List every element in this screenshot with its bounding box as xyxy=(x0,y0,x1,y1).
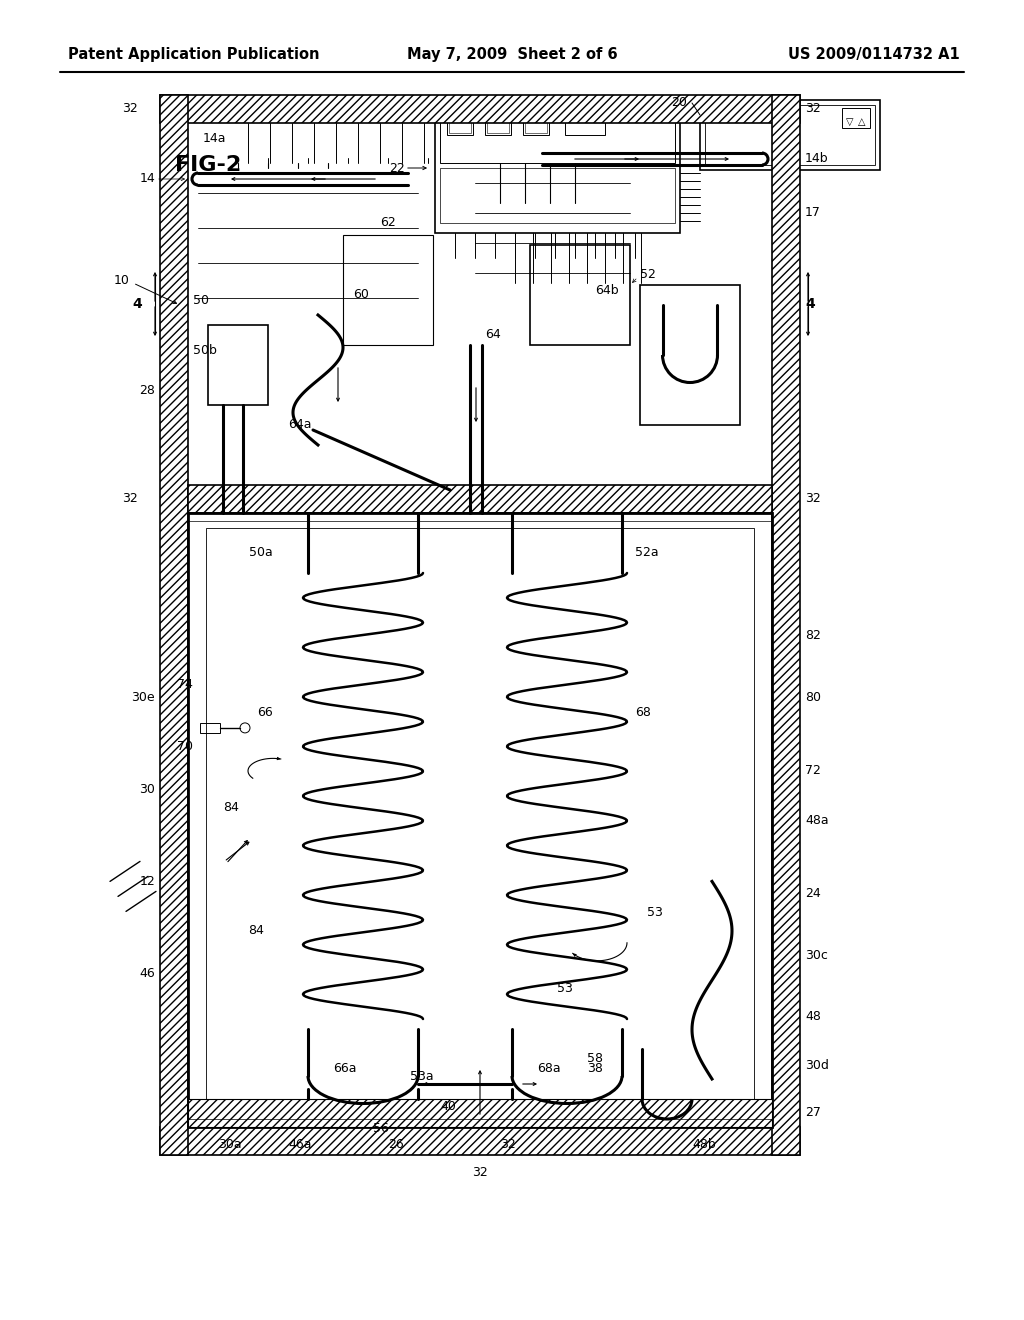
Text: 30d: 30d xyxy=(805,1059,828,1072)
Bar xyxy=(208,325,268,405)
Text: 14: 14 xyxy=(139,173,155,186)
Bar xyxy=(440,168,675,223)
Text: 72: 72 xyxy=(805,764,821,777)
Text: 66a: 66a xyxy=(333,1063,356,1076)
Text: 64: 64 xyxy=(485,329,501,342)
Bar xyxy=(705,106,874,165)
Text: 28: 28 xyxy=(139,384,155,396)
Bar xyxy=(206,528,754,1111)
Text: 70: 70 xyxy=(177,739,193,752)
Text: 53a: 53a xyxy=(410,1071,433,1084)
Text: 32: 32 xyxy=(500,1138,516,1151)
Text: 14a: 14a xyxy=(203,132,226,144)
Text: 66: 66 xyxy=(257,706,273,719)
Text: 30a: 30a xyxy=(218,1138,242,1151)
Text: 10: 10 xyxy=(114,273,130,286)
Bar xyxy=(523,115,549,135)
Text: 20: 20 xyxy=(671,96,687,110)
Text: 22: 22 xyxy=(389,161,406,174)
Text: 50b: 50b xyxy=(193,343,217,356)
Text: 38: 38 xyxy=(587,1063,603,1076)
Text: 74: 74 xyxy=(177,678,193,692)
Text: Patent Application Publication: Patent Application Publication xyxy=(68,48,319,62)
Text: 53: 53 xyxy=(647,906,663,919)
Text: 12: 12 xyxy=(139,875,155,888)
Bar xyxy=(188,484,772,513)
Bar xyxy=(160,95,188,1155)
Text: 30c: 30c xyxy=(805,949,827,961)
Text: May 7, 2009  Sheet 2 of 6: May 7, 2009 Sheet 2 of 6 xyxy=(407,48,617,62)
Bar xyxy=(449,117,471,133)
Bar xyxy=(525,117,547,133)
Text: 4: 4 xyxy=(132,297,142,312)
Text: 52a: 52a xyxy=(635,546,658,560)
Bar xyxy=(700,100,880,170)
Text: 32: 32 xyxy=(805,103,821,116)
Text: 56: 56 xyxy=(373,1122,389,1135)
Text: 27: 27 xyxy=(805,1106,821,1118)
Text: 64b: 64b xyxy=(595,284,618,297)
Text: 46: 46 xyxy=(139,968,155,979)
Text: 48: 48 xyxy=(805,1010,821,1023)
Bar xyxy=(435,103,680,234)
Text: 14b: 14b xyxy=(805,153,828,165)
Text: 84: 84 xyxy=(223,801,239,814)
Text: 58: 58 xyxy=(587,1052,603,1065)
Text: FIG-2: FIG-2 xyxy=(175,154,242,176)
Bar xyxy=(640,285,740,425)
Text: 4: 4 xyxy=(805,297,815,312)
Text: 82: 82 xyxy=(805,630,821,643)
Text: 30: 30 xyxy=(139,783,155,796)
Text: 48b: 48b xyxy=(692,1138,716,1151)
Bar xyxy=(343,235,433,345)
Text: 32: 32 xyxy=(472,1167,487,1180)
Text: 32: 32 xyxy=(122,492,138,506)
Bar xyxy=(440,108,675,162)
Text: ▽: ▽ xyxy=(846,117,854,127)
Bar xyxy=(188,1100,772,1127)
Text: 46a: 46a xyxy=(288,1138,311,1151)
Text: 50a: 50a xyxy=(249,546,273,560)
Text: 68a: 68a xyxy=(537,1063,560,1076)
Text: 32: 32 xyxy=(805,492,821,506)
Text: US 2009/0114732 A1: US 2009/0114732 A1 xyxy=(788,48,961,62)
Text: 52: 52 xyxy=(640,268,656,281)
Text: 40: 40 xyxy=(440,1101,456,1114)
Text: △: △ xyxy=(858,117,865,127)
Text: 84: 84 xyxy=(248,924,264,937)
Text: 53: 53 xyxy=(557,982,572,995)
Bar xyxy=(485,115,511,135)
Text: 32: 32 xyxy=(122,103,138,116)
Bar xyxy=(772,95,800,1155)
Text: 60: 60 xyxy=(353,289,369,301)
Text: 62: 62 xyxy=(380,216,396,230)
Bar xyxy=(160,95,800,123)
Text: 24: 24 xyxy=(805,887,821,900)
Text: 80: 80 xyxy=(805,690,821,704)
Bar xyxy=(188,513,772,1127)
Text: 68: 68 xyxy=(635,706,651,719)
Text: 48a: 48a xyxy=(805,813,828,826)
Text: 50: 50 xyxy=(193,293,209,306)
Text: 64a: 64a xyxy=(288,418,311,432)
Text: 26: 26 xyxy=(388,1138,403,1151)
Bar xyxy=(565,115,605,135)
Text: 17: 17 xyxy=(805,206,821,219)
Text: 30e: 30e xyxy=(131,690,155,704)
Bar xyxy=(487,117,509,133)
Bar xyxy=(842,108,870,128)
Bar xyxy=(530,246,630,345)
Bar xyxy=(200,723,220,733)
Bar xyxy=(160,1127,800,1155)
Bar xyxy=(447,115,473,135)
